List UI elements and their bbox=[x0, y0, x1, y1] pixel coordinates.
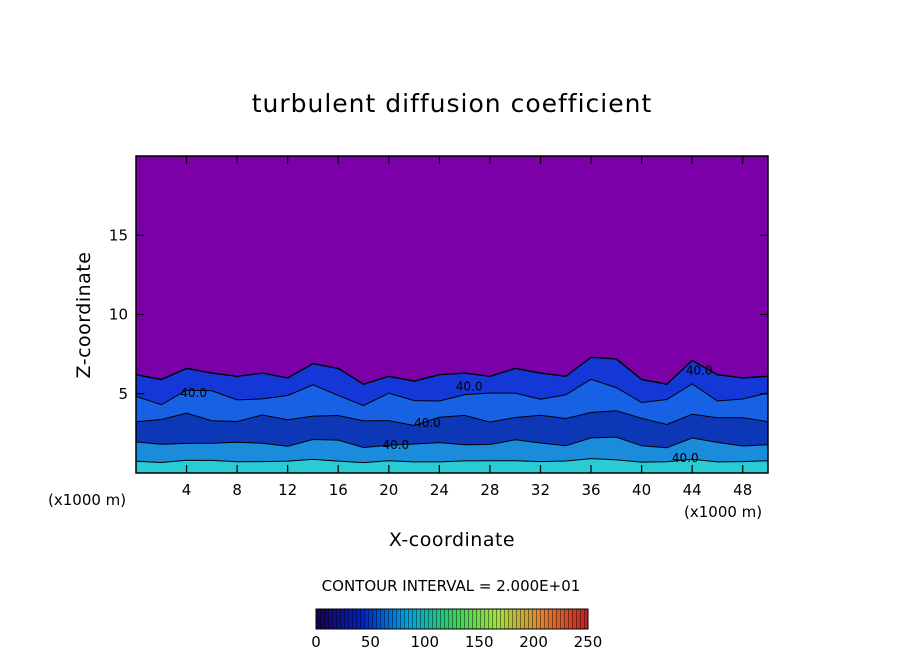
contour-labels: 40.0 40.0 40.0 40.0 40.0 40.0 bbox=[180, 364, 712, 465]
colorbar-tick-label: 100 bbox=[410, 633, 439, 651]
contour-label: 40.0 bbox=[414, 416, 441, 430]
contour-label: 40.0 bbox=[456, 380, 483, 394]
colorbar-tick-label: 250 bbox=[574, 633, 603, 651]
x-unit-right: (x1000 m) bbox=[684, 503, 762, 521]
chart-title: turbulent diffusion coefficient bbox=[252, 89, 653, 118]
x-tick-label: 40 bbox=[632, 481, 651, 499]
colorbar-tick-label: 200 bbox=[519, 633, 548, 651]
x-tick-label: 28 bbox=[480, 481, 499, 499]
contour-label: 40.0 bbox=[672, 451, 699, 465]
contour-interval: CONTOUR INTERVAL = 2.000E+01 bbox=[322, 577, 581, 595]
x-tick-label: 48 bbox=[733, 481, 752, 499]
x-tick-label: 36 bbox=[581, 481, 600, 499]
x-tick-label: 24 bbox=[430, 481, 449, 499]
x-tick-label: 12 bbox=[278, 481, 297, 499]
colorbar-lines bbox=[316, 609, 588, 629]
y-tick-label: 5 bbox=[118, 385, 128, 403]
y-axis-label: Z-coordinate bbox=[73, 252, 95, 379]
y-tick-label: 10 bbox=[109, 306, 128, 324]
colorbar-tick-label: 50 bbox=[361, 633, 380, 651]
colorbar-tick-label: 150 bbox=[465, 633, 494, 651]
x-axis-label: X-coordinate bbox=[389, 529, 515, 551]
x-tick-label: 4 bbox=[182, 481, 192, 499]
contour-band bbox=[136, 458, 768, 473]
y-tick-label: 15 bbox=[109, 226, 128, 244]
x-unit-left: (x1000 m) bbox=[48, 491, 126, 509]
x-tick-label: 20 bbox=[379, 481, 398, 499]
colorbar-tick-labels: 0 50 100 150 200 250 bbox=[311, 633, 602, 651]
x-tick-label: 32 bbox=[531, 481, 550, 499]
contour-label: 40.0 bbox=[382, 438, 409, 452]
x-axis-ticks: 4 8 12 16 20 24 28 32 36 40 44 48 bbox=[182, 156, 752, 499]
contour-label: 40.0 bbox=[686, 364, 713, 378]
colorbar-tick-label: 0 bbox=[311, 633, 321, 651]
y-axis-ticks: 5 10 15 bbox=[109, 226, 768, 403]
x-tick-label: 8 bbox=[232, 481, 242, 499]
contour-label: 40.0 bbox=[180, 386, 207, 400]
plot-area: 40.0 40.0 40.0 40.0 40.0 40.0 bbox=[136, 156, 768, 473]
colorbar: 0 50 100 150 200 250 bbox=[311, 608, 602, 651]
x-tick-label: 16 bbox=[329, 481, 348, 499]
turbulent-layer bbox=[136, 356, 768, 473]
x-tick-label: 44 bbox=[683, 481, 702, 499]
colorbar-frame bbox=[315, 608, 589, 630]
